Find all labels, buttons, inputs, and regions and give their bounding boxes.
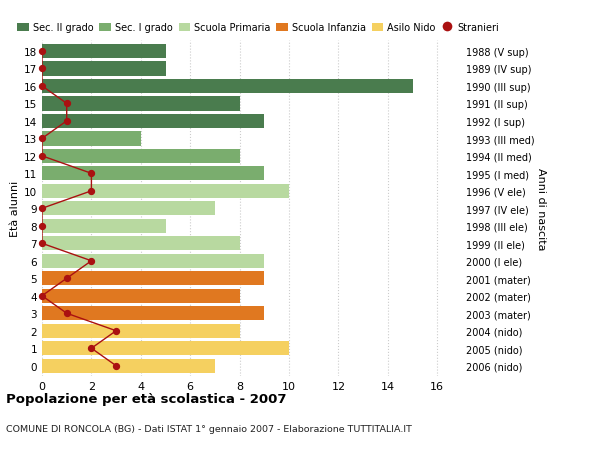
- Text: COMUNE DI RONCOLA (BG) - Dati ISTAT 1° gennaio 2007 - Elaborazione TUTTITALIA.IT: COMUNE DI RONCOLA (BG) - Dati ISTAT 1° g…: [6, 425, 412, 434]
- Bar: [42, 79, 413, 94]
- Bar: [42, 236, 239, 251]
- Point: [112, 362, 121, 369]
- Point: [112, 327, 121, 335]
- Text: Popolazione per età scolastica - 2007: Popolazione per età scolastica - 2007: [6, 392, 287, 405]
- Point: [37, 83, 47, 90]
- Point: [62, 118, 71, 125]
- Y-axis label: Anni di nascita: Anni di nascita: [536, 168, 546, 250]
- Point: [86, 257, 96, 265]
- Point: [62, 275, 71, 282]
- Bar: [42, 202, 215, 216]
- Y-axis label: Età alunni: Età alunni: [10, 181, 20, 237]
- Bar: [42, 149, 239, 164]
- Point: [37, 153, 47, 160]
- Point: [37, 48, 47, 56]
- Point: [37, 292, 47, 300]
- Bar: [42, 359, 215, 373]
- Bar: [42, 184, 289, 199]
- Legend: Sec. II grado, Sec. I grado, Scuola Primaria, Scuola Infanzia, Asilo Nido, Stran: Sec. II grado, Sec. I grado, Scuola Prim…: [17, 23, 499, 33]
- Point: [62, 101, 71, 108]
- Bar: [42, 289, 239, 303]
- Bar: [42, 219, 166, 234]
- Bar: [42, 62, 166, 76]
- Bar: [42, 271, 265, 286]
- Bar: [42, 167, 265, 181]
- Bar: [42, 132, 141, 146]
- Point: [37, 205, 47, 213]
- Point: [37, 66, 47, 73]
- Point: [37, 135, 47, 143]
- Point: [37, 240, 47, 247]
- Point: [86, 170, 96, 178]
- Point: [37, 223, 47, 230]
- Bar: [42, 254, 265, 269]
- Bar: [42, 97, 239, 111]
- Bar: [42, 307, 265, 321]
- Bar: [42, 324, 239, 338]
- Bar: [42, 341, 289, 356]
- Point: [86, 188, 96, 195]
- Bar: [42, 114, 265, 129]
- Bar: [42, 45, 166, 59]
- Point: [62, 310, 71, 317]
- Point: [86, 345, 96, 352]
